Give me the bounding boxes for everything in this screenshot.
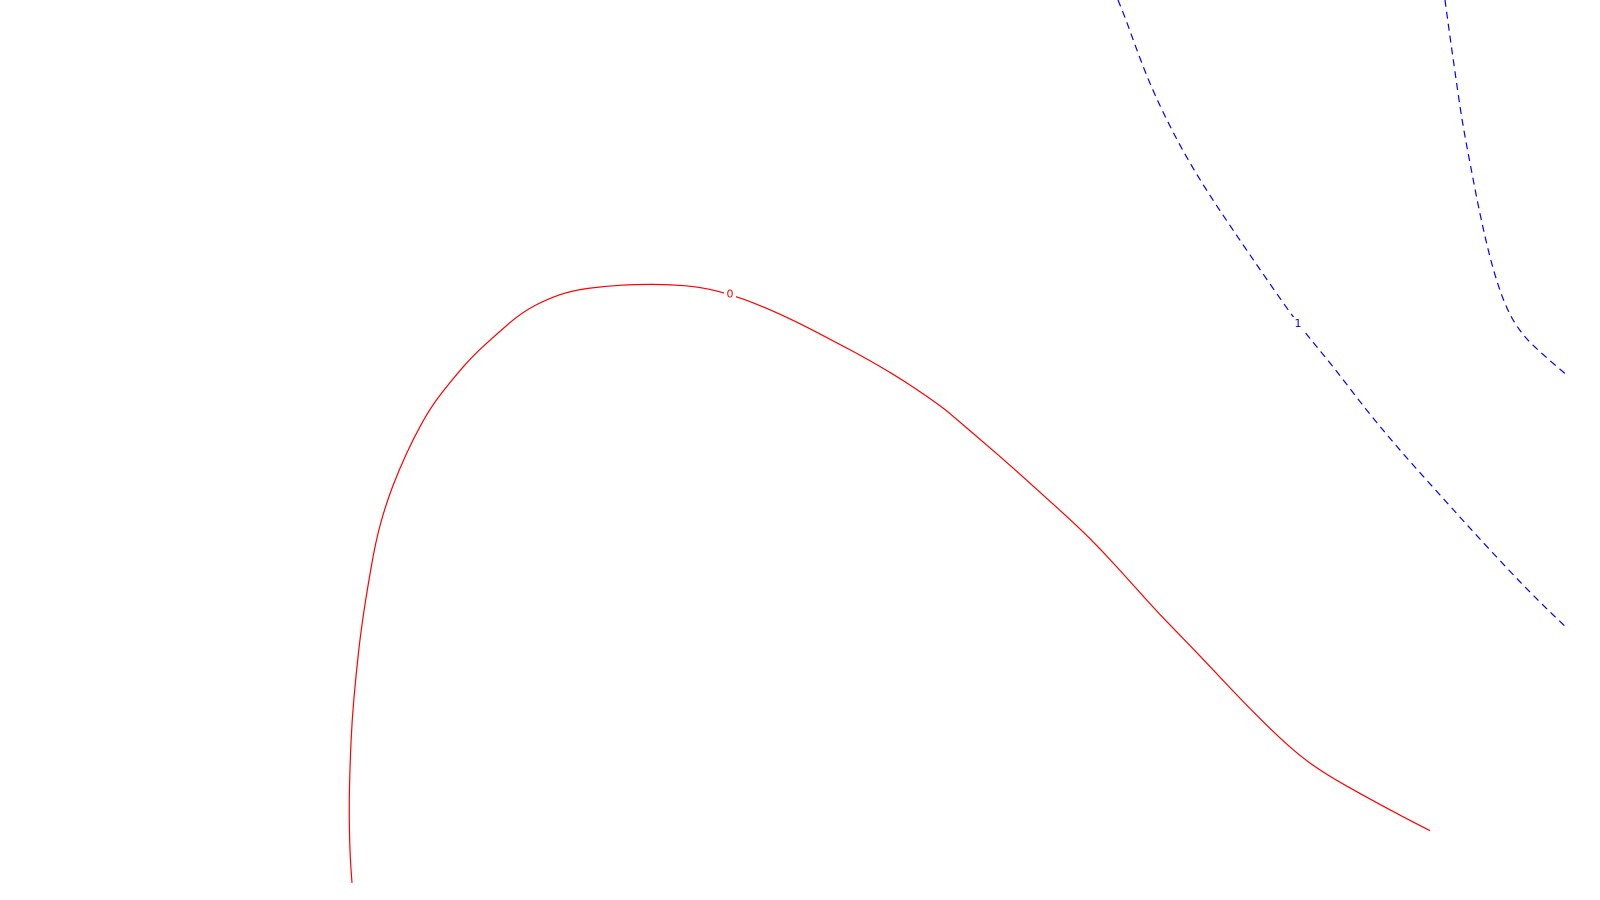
- contour-labels: 01: [724, 287, 1304, 330]
- level-1-label-bg: [1292, 317, 1304, 329]
- level-0-label: 0: [727, 287, 734, 300]
- contour-curves: [348, 0, 1569, 883]
- level-1-curve-0: [1117, 0, 1569, 630]
- level-1-label: 1: [1295, 317, 1302, 330]
- level-0-curve-0: [348, 283, 1431, 883]
- level-1-curve-1: [1444, 0, 1567, 375]
- level-0-label-bg: [724, 287, 736, 300]
